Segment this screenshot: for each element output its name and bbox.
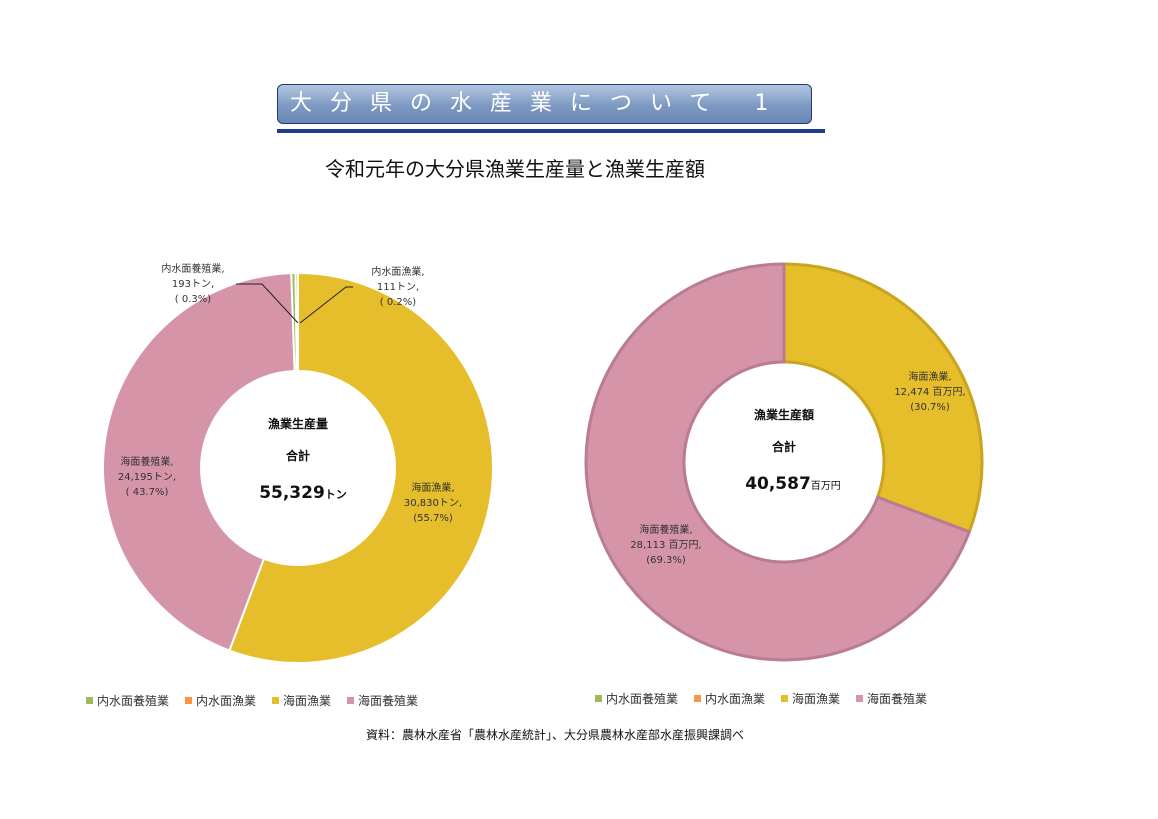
legend-item-marine-culture: 海面養殖業 xyxy=(856,690,927,707)
center-heading-0: 漁業生産量 xyxy=(268,416,328,431)
data-label-marine-culture-1-pct: (69.3%) xyxy=(646,555,686,566)
legend-swatch-inland-fishery xyxy=(185,697,193,704)
center-total-label-0: 合計 xyxy=(286,448,310,463)
data-label-marine-fishery-0-pct: (55.7%) xyxy=(413,513,453,524)
legend-item-marine-fishery: 海面漁業 xyxy=(272,692,331,709)
page-title-banner: 大分県の水産業について 1 xyxy=(277,84,812,124)
data-label-inland-fishery-0-name: 内水面漁業, xyxy=(371,265,424,278)
data-label-marine-culture-0-value: 24,195トン, xyxy=(118,472,176,483)
legend-label-marine-culture: 海面養殖業 xyxy=(867,692,928,706)
center-total-label-1: 合計 xyxy=(772,439,796,454)
data-label-marine-culture-1-value: 28,113 百万円, xyxy=(630,539,701,551)
legend-swatch-inland-culture xyxy=(86,697,93,704)
page-title: 大分県の水産業について 1 xyxy=(290,91,787,116)
legend-swatch-inland-culture xyxy=(595,695,602,702)
legend-label-inland-culture: 内水面養殖業 xyxy=(97,694,170,708)
data-label-marine-fishery-1-name: 海面漁業, xyxy=(908,370,951,383)
legend-value: 内水面養殖業 内水面漁業 海面漁業 海面養殖業 xyxy=(595,690,927,707)
legend-item-inland-culture: 内水面養殖業 xyxy=(595,690,678,707)
legend-item-inland-fishery: 内水面漁業 xyxy=(185,692,256,709)
data-label-marine-fishery-0-value: 30,830トン, xyxy=(404,498,462,509)
legend-label-marine-fishery: 海面漁業 xyxy=(792,692,841,706)
legend-label-inland-culture: 内水面養殖業 xyxy=(606,692,679,706)
legend-label-marine-fishery: 海面漁業 xyxy=(283,694,332,708)
legend-item-inland-fishery: 内水面漁業 xyxy=(694,690,765,707)
legend-volume: 内水面養殖業 内水面漁業 海面漁業 海面養殖業 xyxy=(86,692,418,709)
leader-line-inland-culture-0 xyxy=(236,283,299,324)
center-heading-1: 漁業生産額 xyxy=(754,407,814,422)
data-label-marine-culture-1-name: 海面養殖業, xyxy=(639,523,692,536)
data-label-inland-fishery-0-pct: ( 0.2%) xyxy=(380,297,416,308)
data-label-inland-fishery-0-value: 111トン, xyxy=(377,282,419,293)
legend-swatch-marine-fishery xyxy=(781,695,789,702)
data-label-marine-fishery-1-value: 12,474 百万円, xyxy=(894,386,965,398)
legend-swatch-marine-culture xyxy=(856,695,864,702)
legend-swatch-marine-culture xyxy=(347,697,355,704)
legend-item-marine-culture: 海面養殖業 xyxy=(347,692,418,709)
legend-label-inland-fishery: 内水面漁業 xyxy=(196,694,257,708)
leader-line-inland-fishery-0 xyxy=(299,286,353,324)
data-label-marine-fishery-0-name: 海面漁業, xyxy=(411,481,454,494)
data-label-inland-culture-0-pct: ( 0.3%) xyxy=(175,294,211,305)
data-label-inland-culture-0-name: 内水面養殖業, xyxy=(161,262,224,275)
legend-label-marine-culture: 海面養殖業 xyxy=(358,694,419,708)
center-total-value-0: 55,329 xyxy=(259,483,325,503)
slice-marine-fishery-0 xyxy=(228,272,494,664)
source-note: 資料：農林水産省「農林水産統計」、大分県農林水産部水産振興課調べ xyxy=(365,728,744,742)
center-total-unit-0: トン xyxy=(325,488,347,501)
center-total-value-1: 40,587 xyxy=(745,474,811,494)
data-label-marine-culture-0-name: 海面養殖業, xyxy=(120,455,173,468)
slice-marine-culture-0 xyxy=(102,272,296,652)
legend-item-marine-fishery: 海面漁業 xyxy=(781,690,840,707)
data-label-marine-fishery-1-pct: (30.7%) xyxy=(910,402,950,413)
slice-marine-culture-1 xyxy=(584,262,971,662)
legend-item-inland-culture: 内水面養殖業 xyxy=(86,692,169,709)
legend-swatch-marine-fishery xyxy=(272,697,280,704)
title-underline xyxy=(277,129,825,133)
slice-marine-fishery-1 xyxy=(782,262,984,534)
data-label-inland-culture-0-value: 193トン, xyxy=(172,279,214,290)
legend-swatch-inland-fishery xyxy=(694,695,702,702)
legend-label-inland-fishery: 内水面漁業 xyxy=(705,692,766,706)
data-label-marine-culture-0-pct: ( 43.7%) xyxy=(126,487,169,498)
center-total-unit-1: 百万円 xyxy=(811,480,841,492)
chart-subtitle: 令和元年の大分県漁業生産量と漁業生産額 xyxy=(325,157,705,181)
